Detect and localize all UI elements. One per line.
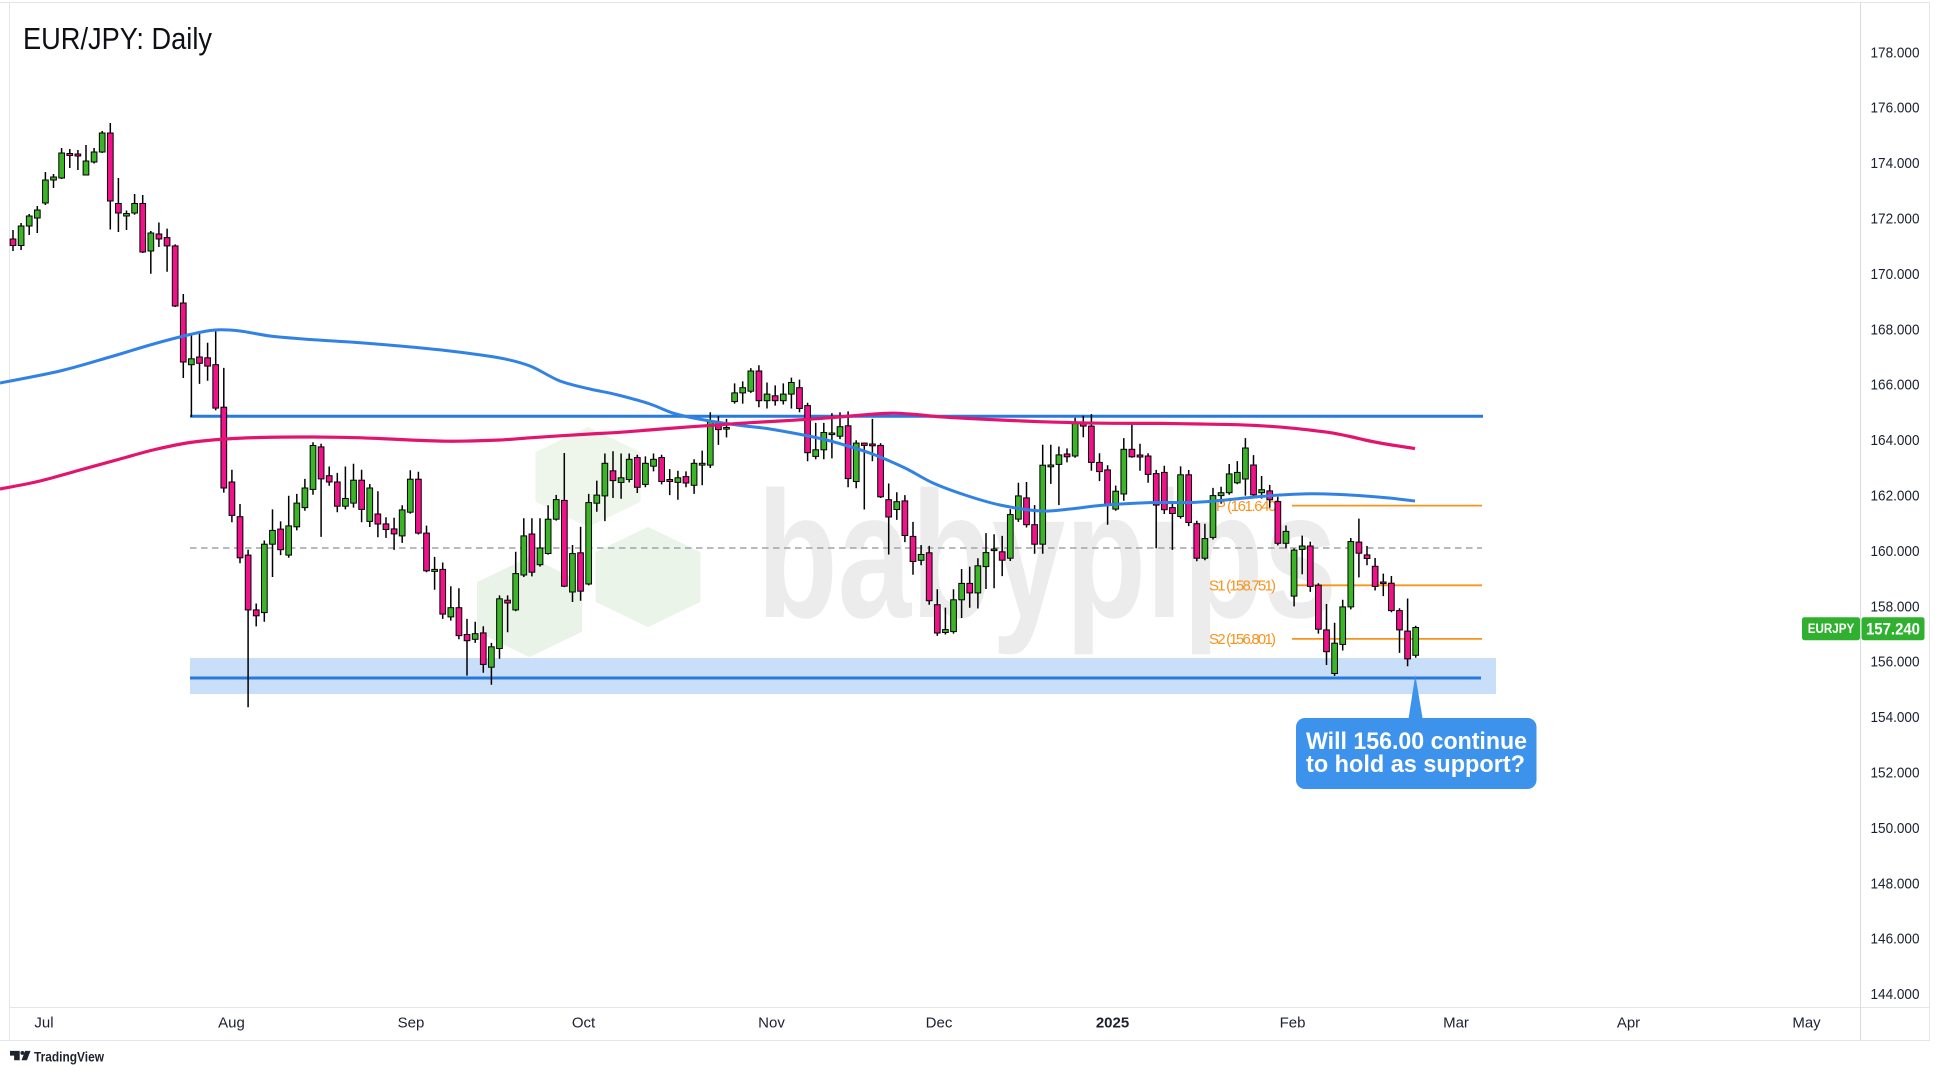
- svg-text:Sep: Sep: [398, 1014, 425, 1031]
- svg-text:Oct: Oct: [572, 1014, 596, 1031]
- svg-text:S1 (158.751): S1 (158.751): [1209, 578, 1276, 595]
- svg-text:168.000: 168.000: [1871, 321, 1920, 338]
- svg-text:176.000: 176.000: [1871, 100, 1920, 117]
- svg-text:172.000: 172.000: [1871, 211, 1920, 228]
- svg-text:152.000: 152.000: [1871, 765, 1920, 782]
- svg-text:EURJPY: EURJPY: [1808, 621, 1855, 636]
- svg-text:to hold as support?: to hold as support?: [1306, 751, 1525, 778]
- svg-text:178.000: 178.000: [1871, 44, 1920, 61]
- svg-text:166.000: 166.000: [1871, 377, 1920, 394]
- svg-text:EUR/JPY: Daily: EUR/JPY: Daily: [23, 21, 212, 56]
- svg-text:S2 (156.801): S2 (156.801): [1209, 631, 1276, 648]
- svg-text:TradingView: TradingView: [34, 1048, 104, 1064]
- svg-text:157.240: 157.240: [1866, 621, 1920, 639]
- svg-text:May: May: [1792, 1014, 1821, 1031]
- svg-text:2025: 2025: [1096, 1014, 1129, 1031]
- svg-text:Will 156.00 continue: Will 156.00 continue: [1306, 728, 1527, 755]
- svg-text:Jul: Jul: [34, 1014, 53, 1031]
- svg-text:babypips: babypips: [757, 455, 1337, 656]
- svg-text:156.000: 156.000: [1871, 654, 1920, 671]
- svg-text:170.000: 170.000: [1871, 266, 1920, 283]
- svg-text:154.000: 154.000: [1871, 709, 1920, 726]
- svg-text:174.000: 174.000: [1871, 155, 1920, 172]
- svg-text:158.000: 158.000: [1871, 598, 1920, 615]
- svg-text:150.000: 150.000: [1871, 820, 1920, 837]
- svg-text:Apr: Apr: [1617, 1014, 1640, 1031]
- svg-text:P (161.640): P (161.640): [1216, 498, 1280, 515]
- svg-text:Nov: Nov: [758, 1014, 785, 1031]
- svg-text:Mar: Mar: [1443, 1014, 1469, 1031]
- svg-text:146.000: 146.000: [1871, 931, 1920, 948]
- svg-text:Feb: Feb: [1280, 1014, 1306, 1031]
- svg-text:164.000: 164.000: [1871, 432, 1920, 449]
- svg-text:144.000: 144.000: [1871, 986, 1920, 1003]
- svg-text:162.000: 162.000: [1871, 488, 1920, 505]
- svg-text:Dec: Dec: [926, 1014, 953, 1031]
- svg-text:148.000: 148.000: [1871, 875, 1920, 892]
- svg-text:160.000: 160.000: [1871, 543, 1920, 560]
- svg-text:Aug: Aug: [218, 1014, 245, 1031]
